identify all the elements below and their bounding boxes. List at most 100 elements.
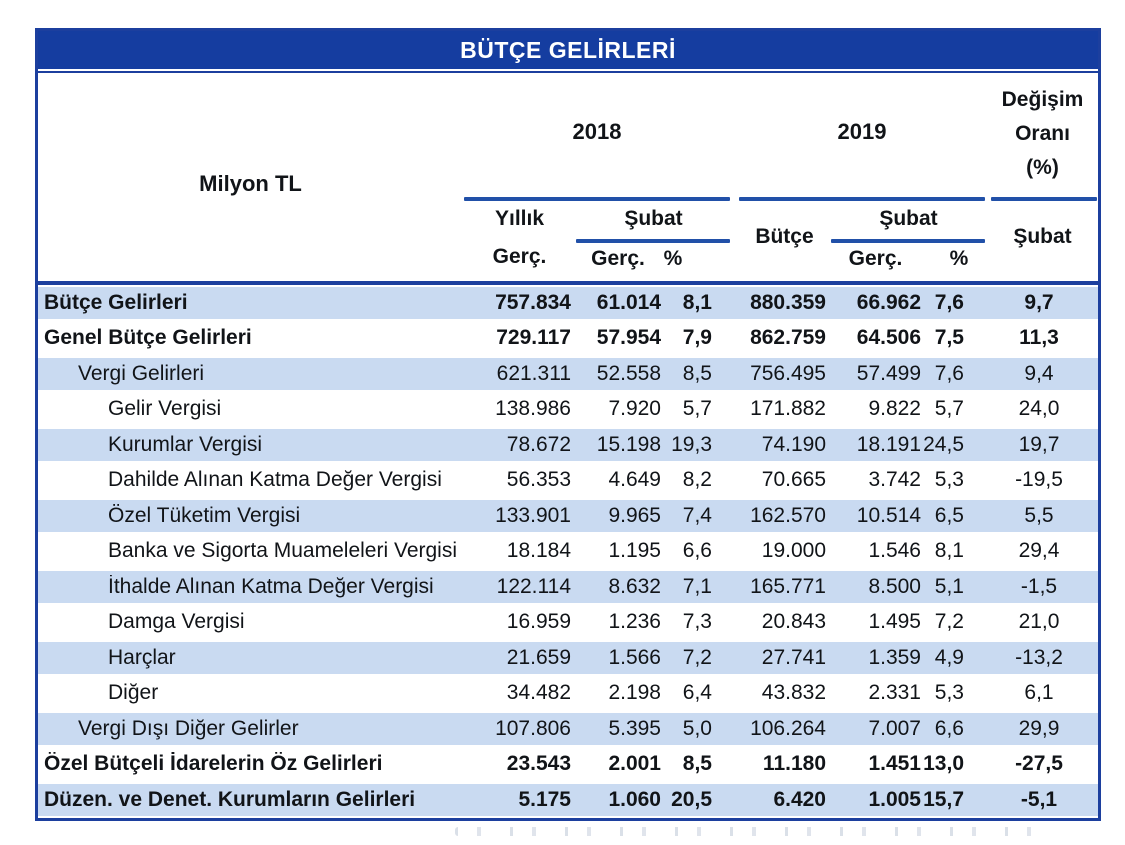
cell-butce-2019: 165.771 bbox=[750, 574, 826, 598]
cell-subat-gerc-2018: 7.920 bbox=[608, 397, 661, 421]
cell-subat-pct-2018: 6,6 bbox=[682, 539, 712, 563]
cell-subat-pct-2019: 7,6 bbox=[934, 361, 964, 385]
cell-subat-gerc-2019: 7.007 bbox=[868, 716, 921, 740]
cell-subat-pct-2018: 7,2 bbox=[682, 645, 712, 669]
cell-subat-pct-2018: 7,3 bbox=[682, 610, 712, 634]
cell-subat-gerc-2019: 1.005 bbox=[868, 787, 921, 811]
row-label: Özel Bütçeli İdarelerin Öz Gelirleri bbox=[44, 752, 383, 776]
cell-butce-2019: 862.759 bbox=[750, 326, 826, 350]
cell-subat-gerc-2018: 52.558 bbox=[596, 361, 661, 385]
table-title: BÜTÇE GELİRLERİ bbox=[460, 36, 676, 63]
table-row: Kurumlar Vergisi 78.672 15.198 19,3 74.190 18… bbox=[38, 427, 1098, 463]
row-label: Kurumlar Vergisi bbox=[108, 432, 263, 456]
cell-degisim-subat: -19,5 bbox=[1015, 468, 1063, 492]
col-group-subat-2019: Şubat bbox=[879, 207, 938, 230]
cell-subat-gerc-2018: 15.198 bbox=[596, 432, 661, 456]
cell-subat-pct-2018: 6,4 bbox=[682, 681, 712, 705]
table-row: Bütçe Gelirleri 757.834 61.014 8,1 880.359 66… bbox=[38, 285, 1098, 321]
cell-subat-gerc-2019: 3.742 bbox=[868, 468, 921, 492]
cell-subat-gerc-2019: 2.331 bbox=[868, 681, 921, 705]
cell-subat-pct-2018: 8,5 bbox=[682, 361, 712, 385]
underline-2018-group bbox=[464, 197, 730, 201]
cell-degisim-subat: 19,7 bbox=[1018, 432, 1060, 456]
table-row: Vergi Gelirleri 621.311 52.558 8,5 756.495 57… bbox=[38, 356, 1098, 392]
cell-subat-gerc-2019: 10.514 bbox=[856, 503, 921, 527]
col-header-yillik: Yıllık bbox=[494, 207, 545, 230]
cell-degisim-subat: 5,5 bbox=[1024, 503, 1054, 527]
cell-subat-pct-2019: 6,6 bbox=[934, 716, 964, 740]
cell-yillik-gerc-2018: 56.353 bbox=[506, 468, 571, 492]
cell-subat-gerc-2019: 18.191 bbox=[856, 432, 921, 456]
table-row: Özel Tüketim Vergisi 133.901 9.965 7,4 162.5… bbox=[38, 498, 1098, 534]
cell-butce-2019: 6.420 bbox=[773, 787, 826, 811]
cell-degisim-subat: 29,4 bbox=[1018, 539, 1060, 563]
cell-subat-pct-2019: 15,7 bbox=[923, 787, 964, 811]
table-body: Bütçe Gelirleri 757.834 61.014 8,1 880.359 66… bbox=[38, 285, 1098, 818]
cell-subat-gerc-2019: 9.822 bbox=[868, 397, 921, 421]
cell-degisim-subat: -1,5 bbox=[1020, 574, 1058, 598]
cell-subat-gerc-2018: 2.001 bbox=[608, 752, 661, 776]
cell-subat-pct-2019: 7,2 bbox=[934, 610, 964, 634]
table-row: Diğer 34.482 2.198 6,4 43.832 2.331 5,3 6,1 bbox=[38, 676, 1098, 712]
cell-subat-gerc-2019: 1.359 bbox=[868, 645, 921, 669]
col-header-butce-2019: Bütçe bbox=[755, 225, 814, 248]
cell-butce-2019: 106.264 bbox=[750, 716, 826, 740]
cell-degisim-subat: 29,9 bbox=[1018, 716, 1060, 740]
cell-yillik-gerc-2018: 621.311 bbox=[496, 361, 571, 385]
col-header-pct-2019: % bbox=[949, 247, 969, 270]
cell-yillik-gerc-2018: 21.659 bbox=[506, 645, 571, 669]
col-header-yillik-gerc: Gerç. bbox=[492, 245, 547, 268]
underline-subat-2019 bbox=[831, 239, 985, 243]
cell-degisim-subat: -5,1 bbox=[1020, 787, 1058, 811]
underline-change-group bbox=[991, 197, 1097, 201]
row-label: Vergi Gelirleri bbox=[78, 361, 205, 385]
row-label: Genel Bütçe Gelirleri bbox=[44, 326, 252, 350]
cell-yillik-gerc-2018: 18.184 bbox=[506, 539, 571, 563]
cell-butce-2019: 11.180 bbox=[762, 752, 826, 776]
cell-subat-pct-2018: 8,2 bbox=[682, 468, 712, 492]
col-header-subat-change: Şubat bbox=[1013, 225, 1072, 248]
cell-butce-2019: 880.359 bbox=[750, 290, 826, 314]
cell-degisim-subat: 6,1 bbox=[1024, 681, 1054, 705]
cell-subat-gerc-2019: 57.499 bbox=[856, 361, 921, 385]
cell-yillik-gerc-2018: 5.175 bbox=[518, 787, 571, 811]
cell-subat-pct-2019: 5,3 bbox=[934, 681, 964, 705]
cell-subat-pct-2019: 7,6 bbox=[934, 290, 964, 314]
unit-label: Milyon TL bbox=[199, 171, 302, 196]
cell-subat-gerc-2018: 57.954 bbox=[596, 326, 661, 350]
cell-subat-pct-2018: 7,4 bbox=[682, 503, 712, 527]
cell-subat-pct-2019: 5,1 bbox=[934, 574, 964, 598]
table-row: Özel Bütçeli İdarelerin Öz Gelirleri 23.5… bbox=[38, 747, 1098, 783]
cell-subat-pct-2018: 20,5 bbox=[671, 787, 712, 811]
cell-subat-pct-2019: 24,5 bbox=[923, 432, 964, 456]
col-header-gerc-2018: Gerç. bbox=[591, 247, 645, 270]
cell-butce-2019: 171.882 bbox=[750, 397, 826, 421]
table-header: Milyon TL 2018 2019 Değişim Oranı (%) Yı… bbox=[38, 71, 1098, 281]
cell-subat-pct-2019: 4,9 bbox=[934, 645, 964, 669]
change-rate-line2: Oranı bbox=[1015, 122, 1070, 145]
cell-butce-2019: 27.741 bbox=[761, 645, 826, 669]
cell-yillik-gerc-2018: 138.986 bbox=[495, 397, 571, 421]
cell-subat-pct-2019: 13,0 bbox=[923, 752, 964, 776]
row-label: Bütçe Gelirleri bbox=[44, 290, 188, 314]
cell-degisim-subat: 9,7 bbox=[1024, 290, 1054, 314]
cell-subat-pct-2018: 5,7 bbox=[682, 397, 712, 421]
cell-subat-gerc-2019: 1.546 bbox=[868, 539, 921, 563]
cell-subat-gerc-2018: 1.060 bbox=[608, 787, 661, 811]
cell-degisim-subat: -13,2 bbox=[1015, 645, 1063, 669]
cell-degisim-subat: 9,4 bbox=[1024, 361, 1054, 385]
cell-yillik-gerc-2018: 107.806 bbox=[495, 716, 571, 740]
cell-subat-gerc-2019: 66.962 bbox=[856, 290, 921, 314]
cell-subat-gerc-2018: 1.236 bbox=[608, 610, 661, 634]
table-row: Vergi Dışı Diğer Gelirler 107.806 5.395 5,0… bbox=[38, 711, 1098, 747]
year-group-2018: 2018 bbox=[572, 119, 622, 144]
cell-yillik-gerc-2018: 16.959 bbox=[506, 610, 571, 634]
cell-subat-pct-2019: 5,3 bbox=[934, 468, 964, 492]
cell-subat-gerc-2019: 8.500 bbox=[868, 574, 921, 598]
table-row: Dahilde Alınan Katma Değer Vergisi 56.353… bbox=[38, 463, 1098, 499]
row-label: Banka ve Sigorta Muameleleri Vergisi bbox=[108, 539, 458, 563]
cell-subat-pct-2018: 8,5 bbox=[682, 752, 712, 776]
cell-butce-2019: 20.843 bbox=[761, 610, 826, 634]
table-title-bar: BÜTÇE GELİRLERİ bbox=[38, 31, 1098, 71]
cell-subat-gerc-2019: 64.506 bbox=[856, 326, 921, 350]
